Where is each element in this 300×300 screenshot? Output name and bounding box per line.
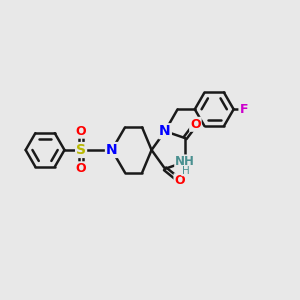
Text: O: O	[190, 118, 201, 131]
Text: O: O	[76, 125, 86, 138]
Text: N: N	[159, 124, 171, 138]
Text: O: O	[174, 174, 185, 187]
Text: N: N	[106, 143, 118, 157]
Text: NH: NH	[175, 155, 195, 168]
Text: S: S	[76, 143, 86, 157]
Text: F: F	[239, 103, 248, 116]
Text: O: O	[76, 162, 86, 175]
Text: H: H	[182, 166, 190, 176]
